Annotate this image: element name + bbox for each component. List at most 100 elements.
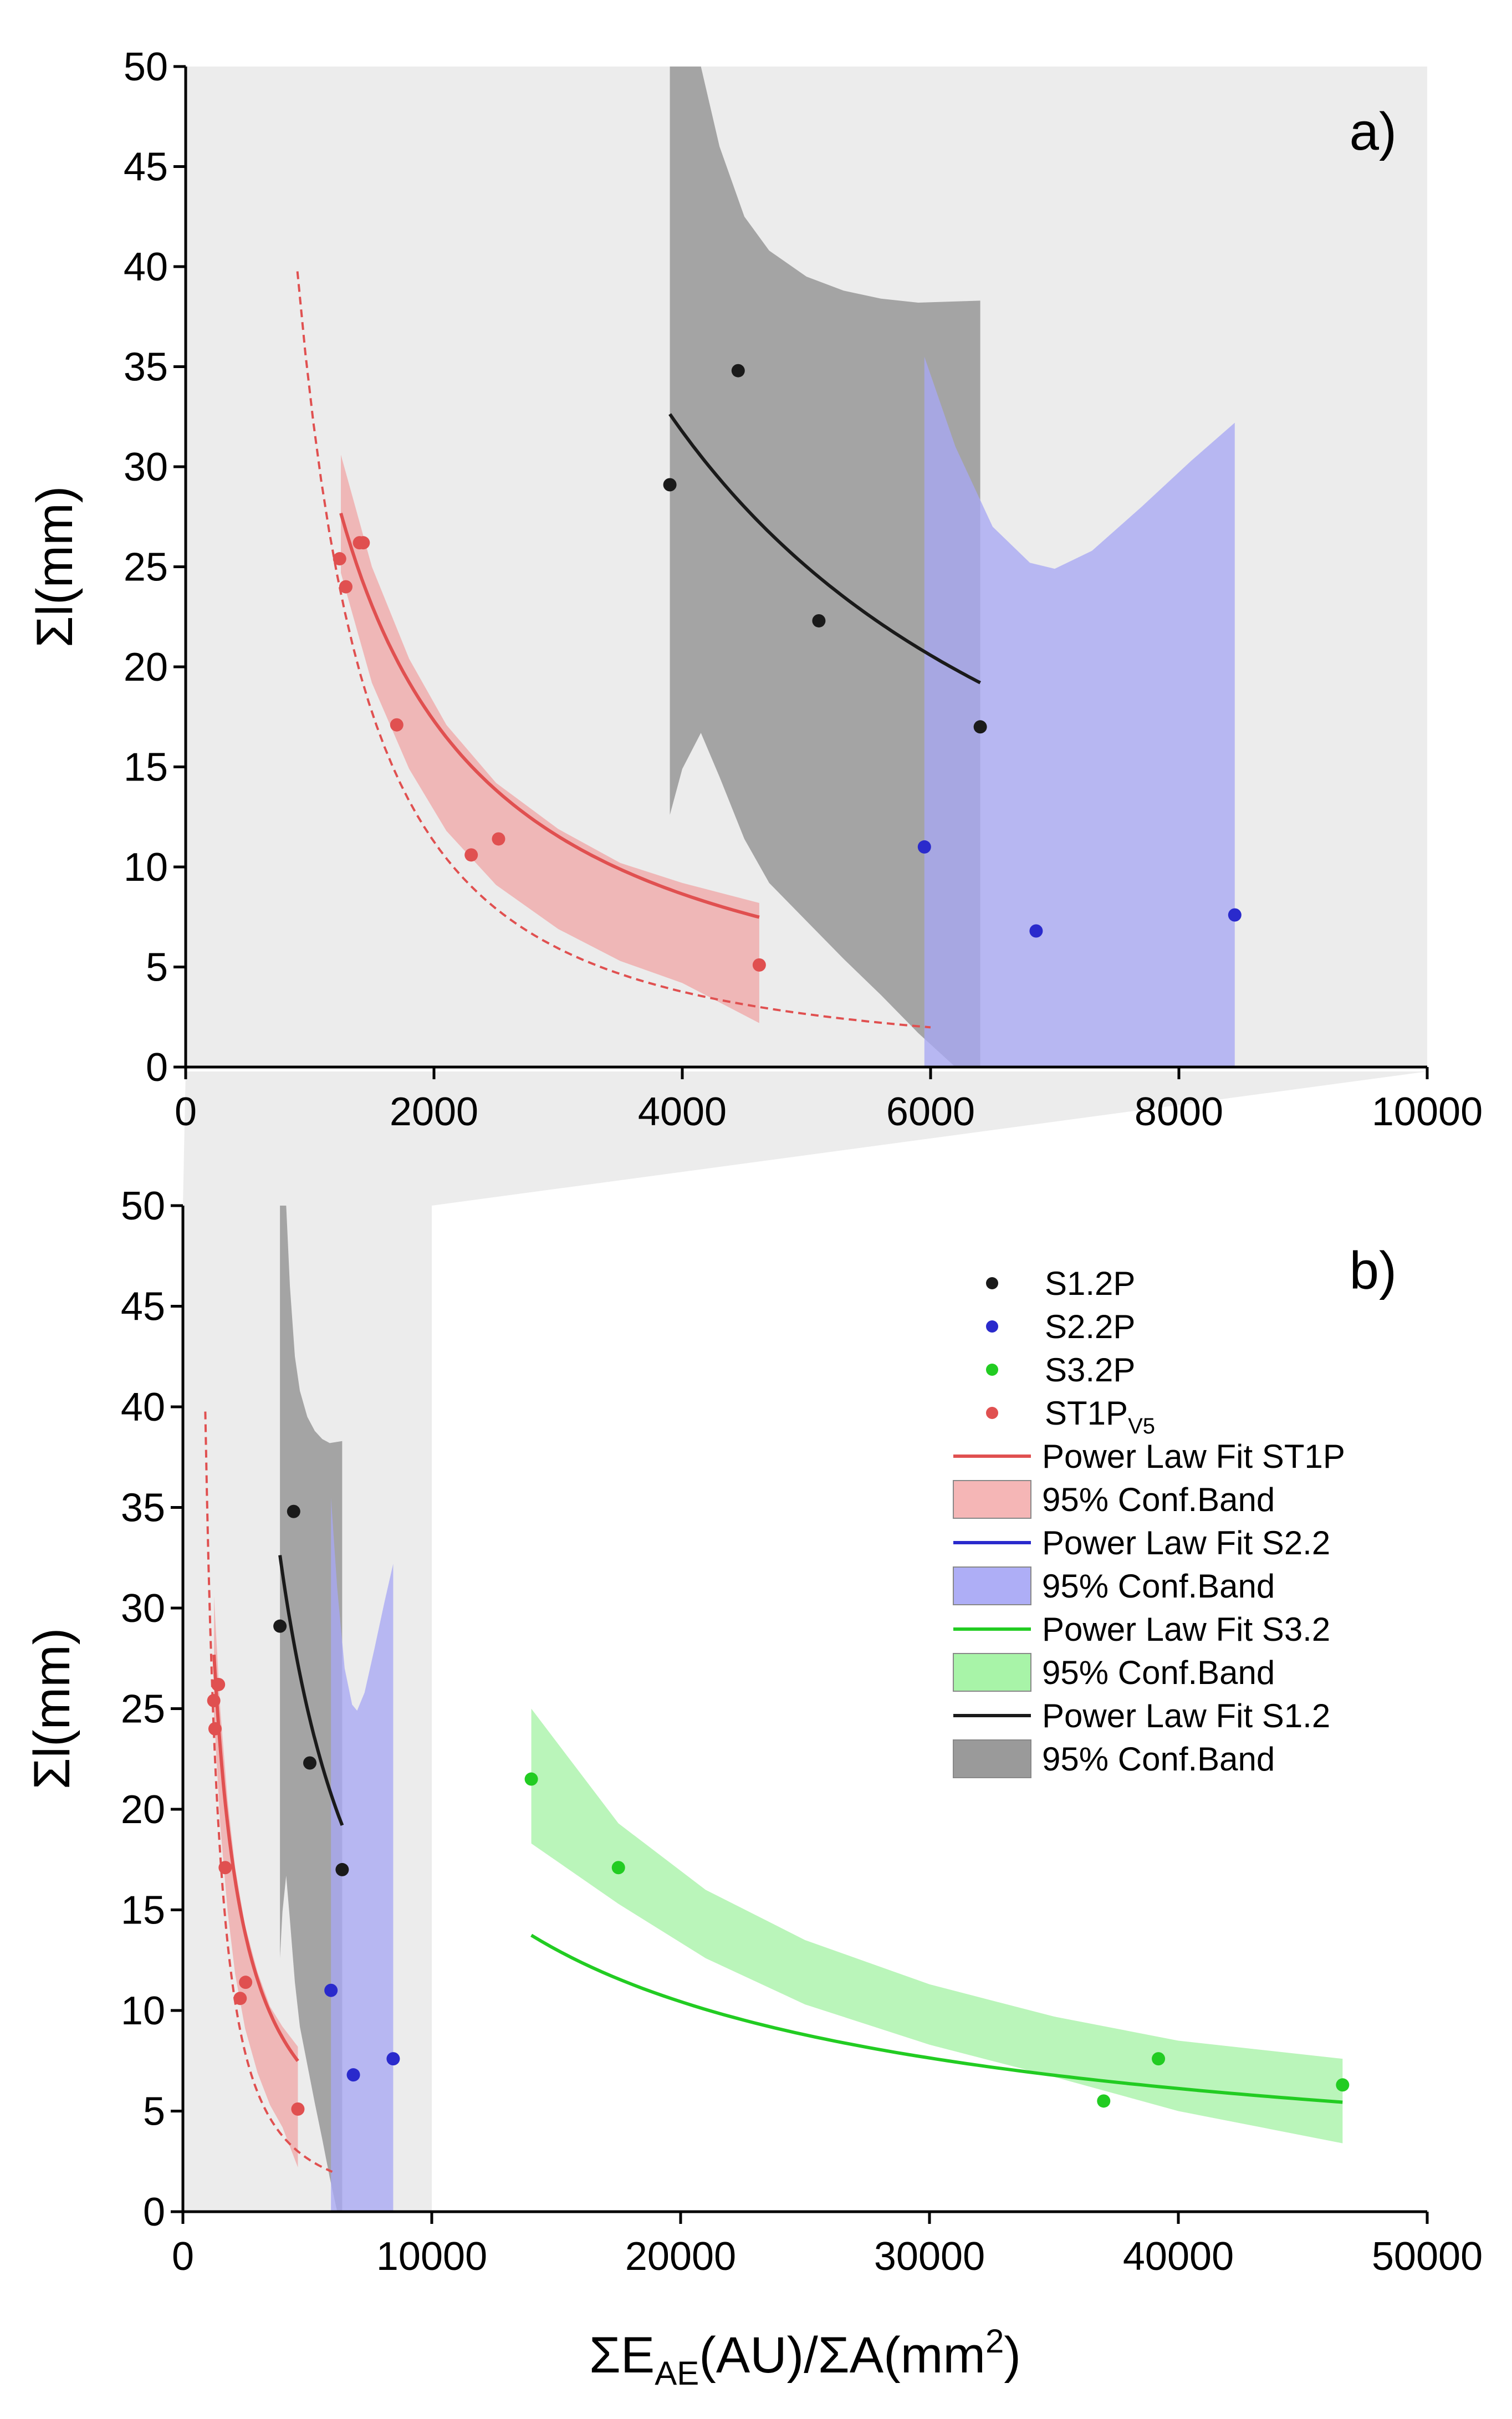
data-point-s3-1 [611,1861,625,1875]
data-point-s1-1 [731,364,745,377]
legend-label-text-11: 95% Conf.Band [1042,1741,1275,1778]
y-tick-label-7: 35 [124,345,168,390]
fit-line-fit-st1p [339,512,760,919]
y-axis-title: Σl(mm) [27,486,83,648]
y-tick-label-6: 30 [124,445,168,489]
y-tick-label-9: 45 [121,1285,165,1329]
legend-marker-1 [986,1320,998,1333]
data-point-s2-1 [346,2068,360,2082]
x-axis-title-xlabel-sup: 2 [985,2323,1004,2360]
dashed-curve-dash-st1p [296,271,931,1029]
legend-marker-2 [986,1364,998,1376]
x-tick-label-2: 20000 [625,2234,736,2279]
fit-line-fit-st1p [212,1655,299,2062]
data-point-s1-2 [303,1756,316,1770]
data-point-s2-2 [386,2052,400,2066]
y-tick-label-2: 10 [124,845,168,890]
fit-line-fit-s1 [278,1555,344,1826]
legend-label-text-7: 95% Conf.Band [1042,1568,1275,1605]
data-point-st1p-4 [390,718,403,732]
legend-label-1: S2.2P [1045,1308,1135,1345]
x-axis-title: ΣEAE(AU)/ΣA(mm2) [589,2323,1021,2392]
y-tick-label-7: 35 [121,1486,165,1530]
legend-swatch-9 [953,1653,1031,1692]
y-tick-label-8: 40 [121,1385,165,1430]
data-point-s1-0 [663,478,677,492]
data-point-st1p-0 [207,1693,221,1707]
y-tick-label-8: 40 [124,245,168,289]
legend-swatch-7 [953,1566,1031,1605]
data-point-s2-2 [1228,908,1242,922]
legend-swatch-11 [953,1739,1031,1778]
plot-area [296,67,1242,1067]
legend-label-text-0: S1.2P [1045,1265,1135,1302]
data-point-s1-1 [287,1504,300,1518]
data-point-st1p-1 [208,1722,222,1736]
legend-label-8: Power Law Fit S3.2 [1042,1611,1330,1648]
data-point-s1-0 [273,1619,287,1633]
y-tick-label-1: 5 [146,946,168,990]
y-tick-label-5: 25 [124,545,168,590]
legend-label-sub-3: V5 [1128,1414,1155,1438]
data-point-s2-0 [917,840,931,854]
data-point-st1p-6 [239,1976,253,1989]
legend-swatch-5 [953,1480,1031,1519]
legend-label-text-8: Power Law Fit S3.2 [1042,1611,1330,1648]
legend-label-text-4: Power Law Fit ST1P [1042,1438,1345,1475]
y-tick-label-3: 15 [124,746,168,790]
x-tick-label-3: 6000 [886,1090,975,1134]
legend-label-7: 95% Conf.Band [1042,1568,1275,1605]
legend-label-text-2: S3.2P [1045,1351,1135,1389]
legend-label-text-5: 95% Conf.Band [1042,1481,1275,1518]
data-point-s3-4 [1336,2078,1350,2092]
data-point-st1p-6 [492,832,505,846]
plot-area [204,1206,1350,2212]
legend-label-6: Power Law Fit S2.2 [1042,1524,1330,1561]
data-point-s1-3 [973,720,987,734]
x-axis-title-xlabel: ΣE [589,2327,655,2384]
data-point-st1p-3 [212,1677,226,1691]
y-tick-label-0: 0 [146,1045,168,1090]
legend-label-text-10: Power Law Fit S1.2 [1042,1697,1330,1734]
data-point-s1-2 [812,614,826,627]
x-tick-label-1: 10000 [376,2234,487,2279]
data-point-st1p-7 [752,958,766,972]
legend-label-0: S1.2P [1045,1265,1135,1302]
x-axis-title-xlabel-sub: AE [655,2355,699,2392]
y-tick-label-9: 45 [124,145,168,190]
data-point-st1p-5 [464,848,478,862]
x-tick-label-1: 2000 [390,1090,478,1134]
legend-label-text-1: S2.2P [1045,1308,1135,1345]
data-point-st1p-0 [333,552,346,566]
y-tick-label-10: 50 [121,1184,165,1228]
confidence-band-fit-st1p [341,455,759,1023]
data-point-st1p-3 [356,536,370,550]
y-tick-label-1: 5 [143,2090,165,2134]
x-tick-label-5: 50000 [1372,2234,1483,2279]
confidence-band-fit-s1 [280,1206,343,2212]
legend-label-9: 95% Conf.Band [1042,1654,1275,1691]
data-point-s3-2 [1097,2094,1111,2108]
data-point-st1p-7 [291,2102,305,2116]
x-tick-label-4: 40000 [1123,2234,1234,2279]
panel-label: a) [1350,102,1397,161]
x-tick-label-0: 0 [175,1090,197,1134]
y-tick-label-4: 20 [121,1788,165,1832]
legend-label-2: S3.2P [1045,1351,1135,1389]
panel-b: 0 5 10 15 20 25 30 35 40 45 50 0 10000 20000 30000 4000… [24,1184,1483,2392]
y-tick-label-6: 30 [121,1586,165,1631]
legend-label-11: 95% Conf.Band [1042,1741,1275,1778]
x-axis-title-xlabel-mid: (AU)/ΣA(mm [699,2327,985,2384]
confidence-band-fit-s1 [670,67,980,1067]
fit-line-fit-s3 [530,1933,1343,2104]
legend-label-10: Power Law Fit S1.2 [1042,1697,1330,1734]
y-axis-title: Σl(mm) [24,1628,80,1790]
legend-label-3: ST1PV5 [1045,1395,1155,1438]
data-point-st1p-4 [218,1861,232,1875]
confidence-band-fit-s3 [531,1708,1343,2144]
x-tick-label-4: 8000 [1135,1090,1223,1134]
y-tick-label-0: 0 [143,2190,165,2234]
data-point-s3-3 [1152,2052,1166,2066]
y-tick-label-4: 20 [124,645,168,690]
